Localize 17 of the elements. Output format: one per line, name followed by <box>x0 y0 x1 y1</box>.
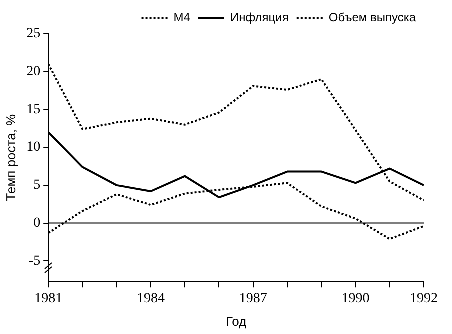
legend-label: Инфляция <box>230 10 289 24</box>
x-tick-label: 1992 <box>410 292 438 307</box>
x-tick-label: 1987 <box>239 292 268 307</box>
x-tick-label: 1981 <box>34 292 63 307</box>
y-tick-label: 10 <box>26 140 41 156</box>
y-axis-title: Темп роста, % <box>3 114 18 202</box>
x-axis-title: Год <box>226 314 248 329</box>
y-tick-label: 0 <box>34 216 41 231</box>
y-tick-label: 15 <box>26 102 41 118</box>
y-tick-label: 25 <box>26 26 41 42</box>
x-tick-label: 1984 <box>136 292 165 307</box>
legend-label: M4 <box>174 10 191 24</box>
legend-label: Объем выпуска <box>328 10 416 24</box>
y-tick-label: 20 <box>26 64 41 80</box>
y-tick-label: -5 <box>28 254 41 269</box>
y-tick-label: 5 <box>34 178 41 194</box>
x-tick-label: 1990 <box>342 292 370 307</box>
